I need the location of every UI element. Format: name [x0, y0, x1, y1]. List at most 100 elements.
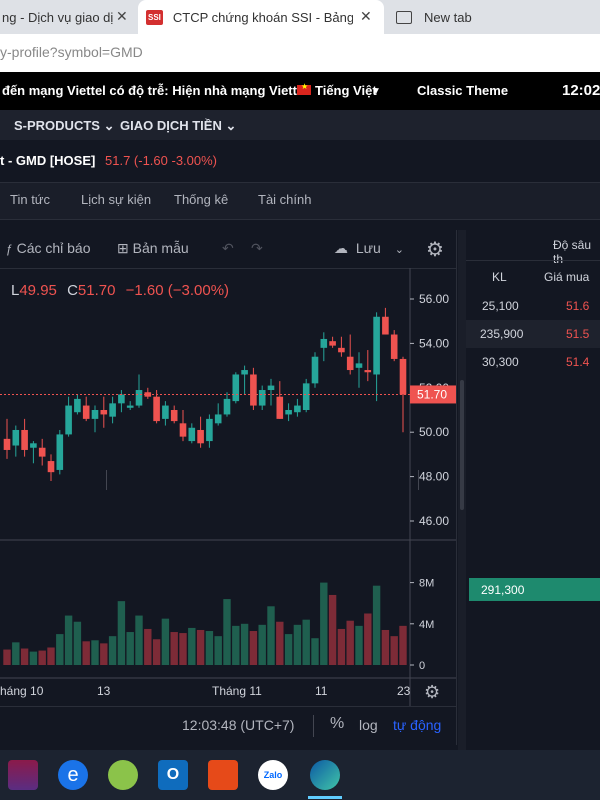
- order-book-total: 291,300: [469, 578, 600, 601]
- candle-body: [109, 403, 116, 417]
- zalo-icon[interactable]: Zalo: [258, 760, 288, 790]
- volume-tick-label: 4M: [419, 619, 434, 631]
- divider: [466, 260, 600, 261]
- templates-button[interactable]: ⊞ Bản mẫu: [117, 240, 189, 256]
- candle-body: [135, 390, 143, 406]
- volume-bar: [223, 599, 231, 665]
- auto-scale-toggle[interactable]: tự động: [393, 717, 442, 733]
- row-price: 51.4: [566, 355, 590, 369]
- volume-bar: [240, 623, 249, 665]
- tab-lich-su-kien[interactable]: Lịch sự kiện: [81, 192, 152, 207]
- chevron-down-icon[interactable]: ▼: [371, 86, 381, 97]
- foxit-icon[interactable]: [208, 760, 238, 790]
- volume-bar: [3, 649, 11, 665]
- browser-tab-title: ng - Dịch vụ giao dị: [2, 9, 114, 25]
- close-tab-icon[interactable]: ✕: [116, 8, 128, 24]
- theme-selector[interactable]: Classic Theme: [417, 83, 509, 98]
- order-book-panel: Độ sâu th KL Giá mua: [466, 230, 600, 608]
- main-menu: S-PRODUCTS ⌄ GIAO DỊCH TIỀN ⌄: [0, 110, 600, 140]
- browser-tab-3[interactable]: New tab: [390, 0, 600, 34]
- row-price: 51.6: [566, 299, 590, 313]
- new-tab-page-icon: [396, 10, 412, 24]
- x-tick-label: 11: [315, 684, 328, 698]
- edge-icon[interactable]: [310, 760, 340, 790]
- axis-settings-gear-icon[interactable]: ⚙: [424, 682, 440, 703]
- symbol-bar: t - GMD [HOSE] 51.7 (-1.60 -3.00%): [0, 140, 600, 183]
- candle-body: [21, 429, 28, 450]
- menu-item-giao-dich-tien[interactable]: GIAO DỊCH TIỀN ⌄: [120, 118, 237, 133]
- candle-body: [320, 338, 328, 348]
- volume-bar: [73, 621, 82, 665]
- redo-icon[interactable]: ↷: [251, 240, 263, 256]
- order-book-row[interactable]: 30,300 51.4: [466, 348, 600, 376]
- volume-bar: [311, 638, 319, 665]
- candle-body: [74, 398, 81, 413]
- price-chart[interactable]: 56.0054.0052.0050.0048.0046.008M4M051.70…: [0, 268, 456, 706]
- bottom-divider: [313, 715, 314, 737]
- candle-body: [346, 356, 354, 371]
- total-volume: 291,300: [481, 583, 525, 597]
- last-price-badge: [410, 385, 456, 404]
- outlook-icon[interactable]: O: [158, 760, 188, 790]
- browser-tab-1[interactable]: ng - Dịch vụ giao dị: [0, 0, 136, 34]
- coccoc-icon[interactable]: [108, 760, 138, 790]
- volume-bar: [47, 647, 55, 665]
- x-tick-label: Tháng 11: [212, 684, 262, 698]
- x-tick-label: 13: [97, 684, 111, 698]
- percent-scale-toggle[interactable]: %: [330, 715, 345, 732]
- profile-tabs: Tin tức Lịch sự kiện Thống kê Tài chính: [0, 183, 600, 220]
- candle-body: [38, 447, 46, 457]
- tab-thong-ke[interactable]: Thống kê: [174, 192, 229, 207]
- volume-bar: [64, 615, 73, 665]
- tab-tai-chinh[interactable]: Tài chính: [258, 192, 312, 207]
- order-book-row[interactable]: 235,900 51.5: [466, 320, 600, 348]
- volume-bar: [320, 582, 328, 665]
- address-bar[interactable]: y-profile?symbol=GMD: [0, 34, 600, 73]
- browser-tab-2[interactable]: SSI CTCP chứng khoán SSI - Bảng gi: [138, 0, 384, 34]
- edge-legacy-icon[interactable]: e: [58, 760, 88, 790]
- low-label: L: [11, 282, 20, 299]
- tab-tin-tuc[interactable]: Tin tức: [10, 192, 51, 207]
- close-tab-icon[interactable]: ✕: [360, 8, 372, 24]
- indicators-button[interactable]: ƒ Các chỉ báo: [6, 240, 91, 256]
- volume-tick-label: 0: [419, 660, 425, 672]
- winrar-icon[interactable]: [8, 760, 38, 790]
- order-book-title: Độ sâu th: [553, 238, 592, 266]
- candle-body: [56, 434, 64, 470]
- candle-body: [91, 410, 99, 419]
- ssi-favicon-icon: SSI: [146, 9, 163, 25]
- scrollbar[interactable]: [458, 230, 466, 750]
- candle-body: [364, 370, 372, 373]
- volume-bar: [144, 628, 152, 665]
- volume-bar: [302, 619, 310, 665]
- volume-bar: [276, 621, 284, 665]
- menu-item-s-products[interactable]: S-PRODUCTS ⌄: [14, 118, 115, 133]
- undo-icon[interactable]: ↶: [222, 240, 234, 256]
- candle-body: [170, 410, 178, 422]
- volume-bar: [249, 631, 258, 665]
- url-text[interactable]: y-profile?symbol=GMD: [0, 44, 143, 60]
- toolbar-divider: [106, 470, 107, 490]
- candle-body: [302, 383, 310, 410]
- volume-bar: [293, 624, 302, 665]
- candle-body: [162, 405, 169, 419]
- volume-bar: [126, 632, 134, 665]
- log-scale-toggle[interactable]: log: [359, 717, 378, 733]
- save-button[interactable]: ☁ Lưu ⌄: [334, 240, 404, 256]
- top-notice-bar: đến mạng Viettel có độ trễ: Hiện nhà mạn…: [0, 72, 600, 171]
- order-book-row[interactable]: 25,100 51.6: [466, 292, 600, 320]
- y-tick-label: 46.00: [419, 514, 449, 528]
- volume-bar: [117, 601, 126, 665]
- volume-tick-label: 8M: [419, 578, 434, 590]
- candle-body: [144, 392, 152, 397]
- scrollbar-thumb[interactable]: [460, 380, 464, 510]
- row-price: 51.5: [566, 327, 590, 341]
- symbol-name: t - GMD [HOSE]: [0, 153, 96, 168]
- settings-gear-icon[interactable]: ⚙: [426, 239, 444, 261]
- volume-bar: [108, 636, 117, 665]
- close-label: C: [67, 282, 78, 299]
- candle-body: [118, 394, 125, 404]
- templates-icon: ⊞: [117, 240, 129, 256]
- language-selector[interactable]: Tiếng Việt: [315, 83, 377, 98]
- volume-bar: [214, 636, 222, 665]
